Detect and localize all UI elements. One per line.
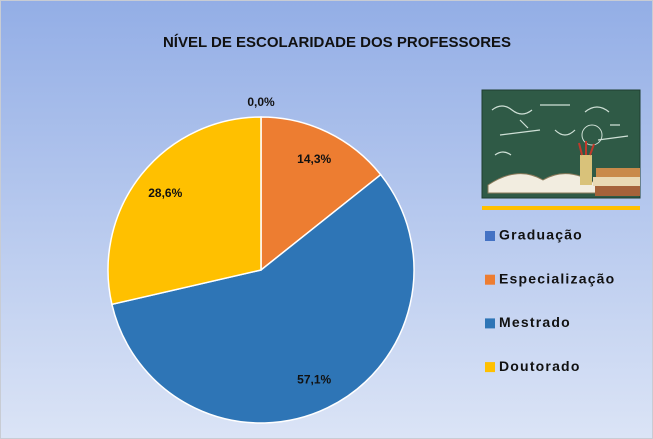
value-label: 14,3% bbox=[297, 152, 331, 166]
legend-label: Mestrado bbox=[499, 314, 571, 330]
legend-label: Graduação bbox=[499, 227, 583, 243]
blackboard-image bbox=[482, 90, 640, 198]
value-label: 0,0% bbox=[247, 95, 275, 109]
legend-marker bbox=[485, 275, 495, 285]
value-label: 57,1% bbox=[297, 372, 331, 386]
legend-marker bbox=[485, 231, 495, 241]
value-label: 28,6% bbox=[148, 186, 182, 200]
legend-label: Especialização bbox=[499, 270, 615, 286]
legend-label: Doutorado bbox=[499, 358, 581, 374]
legend-marker bbox=[485, 318, 495, 328]
chart: NÍVEL DE ESCOLARIDADE DOS PROFESSORES 0,… bbox=[0, 0, 653, 439]
chart-title: NÍVEL DE ESCOLARIDADE DOS PROFESSORES bbox=[163, 34, 511, 51]
legend-divider bbox=[482, 206, 640, 210]
legend-marker bbox=[485, 362, 495, 372]
